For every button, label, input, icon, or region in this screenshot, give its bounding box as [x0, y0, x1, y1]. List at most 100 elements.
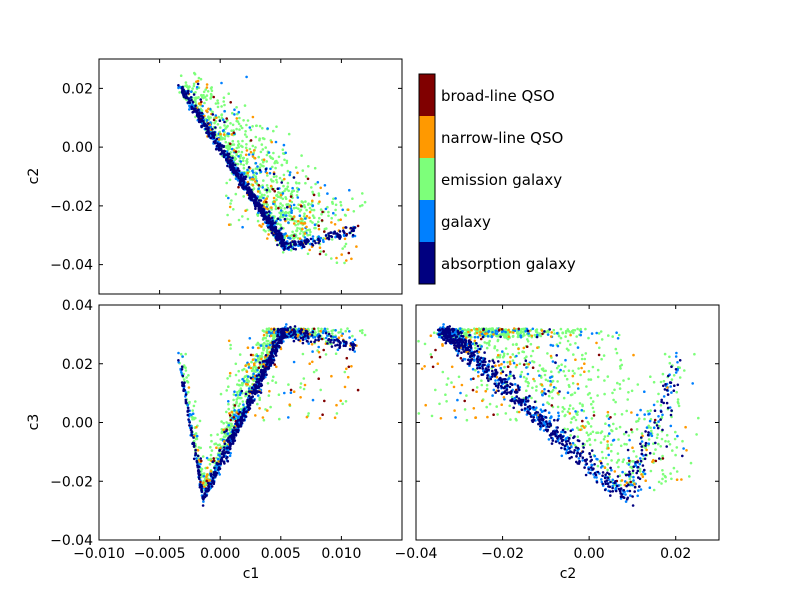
- scatter-point: [221, 150, 224, 153]
- scatter-point: [612, 398, 615, 402]
- scatter-point: [225, 158, 228, 162]
- scatter-point: [663, 352, 667, 356]
- scatter-point: [196, 449, 200, 452]
- scatter-point: [222, 96, 226, 99]
- scatter-point: [569, 434, 572, 437]
- scatter-point: [230, 199, 233, 202]
- scatter-point: [270, 140, 274, 144]
- scatter-point: [200, 488, 203, 492]
- scatter-point: [311, 360, 314, 364]
- scatter-point: [318, 355, 322, 359]
- scatter-point: [463, 328, 466, 332]
- scatter-point: [310, 343, 314, 346]
- scatter-point: [480, 379, 483, 383]
- scatter-point: [205, 456, 209, 460]
- scatter-point: [604, 422, 607, 426]
- scatter-point: [566, 410, 570, 414]
- scatter-point: [280, 163, 284, 167]
- scatter-point: [291, 186, 294, 190]
- scatter-point: [321, 210, 324, 214]
- scatter-point: [669, 472, 672, 475]
- scatter-point: [288, 205, 292, 208]
- scatter-point: [620, 413, 624, 416]
- scatter-point: [563, 407, 566, 411]
- scatter-point: [311, 350, 314, 353]
- scatter-point: [508, 404, 512, 408]
- scatter-point: [544, 378, 548, 382]
- scatter-point: [617, 333, 621, 337]
- scatter-point: [287, 132, 291, 136]
- y-tick-label: −0.04: [50, 533, 93, 549]
- scatter-point: [623, 442, 626, 446]
- scatter-point: [254, 414, 257, 417]
- scatter-point: [241, 139, 244, 143]
- scatter-point: [302, 215, 306, 218]
- scatter-point: [256, 219, 260, 223]
- scatter-point: [606, 434, 610, 438]
- scatter-point: [227, 196, 230, 200]
- scatter-point: [265, 331, 269, 334]
- scatter-point: [567, 407, 571, 411]
- scatter-point: [587, 378, 590, 381]
- scatter-point: [262, 333, 266, 337]
- scatter-point: [225, 429, 228, 433]
- scatter-point: [183, 381, 186, 385]
- scatter-point: [212, 95, 215, 99]
- scatter-point: [199, 446, 202, 450]
- scatter-point: [318, 252, 322, 256]
- scatter-point: [561, 331, 564, 335]
- scatter-point: [283, 189, 286, 193]
- scatter-point: [670, 378, 674, 381]
- scatter-point: [324, 253, 328, 256]
- scatter-point: [266, 362, 269, 366]
- scatter-point: [221, 137, 225, 140]
- scatter-point: [246, 383, 249, 386]
- scatter-point: [211, 460, 215, 464]
- scatter-point: [225, 181, 228, 185]
- scatter-point: [228, 447, 232, 451]
- scatter-point: [207, 482, 211, 486]
- scatter-point: [262, 158, 266, 161]
- scatter-point: [317, 345, 321, 349]
- scatter-point: [314, 331, 317, 334]
- scatter-point: [635, 428, 639, 431]
- scatter-point: [223, 153, 226, 157]
- scatter-point: [282, 213, 285, 217]
- scatter-point: [250, 360, 253, 364]
- scatter-point: [574, 342, 577, 345]
- scatter-point: [311, 221, 314, 224]
- scatter-point: [304, 217, 307, 220]
- scatter-point: [190, 413, 193, 417]
- scatter-point: [560, 454, 564, 458]
- scatter-point: [219, 135, 222, 139]
- scatter-point: [197, 473, 201, 477]
- scatter-point: [227, 159, 230, 163]
- scatter-point: [181, 374, 185, 378]
- scatter-point: [350, 365, 353, 368]
- scatter-point: [266, 186, 270, 190]
- scatter-point: [301, 352, 305, 356]
- scatter-point: [689, 461, 693, 465]
- scatter-point: [265, 160, 269, 163]
- scatter-point: [233, 409, 236, 412]
- scatter-point: [232, 416, 236, 419]
- scatter-point: [213, 466, 216, 470]
- scatter-point: [630, 430, 634, 434]
- scatter-point: [566, 339, 570, 343]
- scatter-point: [317, 192, 321, 195]
- scatter-point: [278, 335, 281, 339]
- scatter-point: [203, 492, 206, 495]
- scatter-point: [252, 399, 256, 402]
- scatter-point: [272, 336, 276, 339]
- scatter-point: [200, 119, 203, 122]
- scatter-point: [334, 208, 337, 212]
- scatter-point: [290, 190, 294, 193]
- scatter-point: [336, 343, 339, 347]
- scatter-point: [238, 410, 242, 414]
- scatter-point: [326, 334, 329, 337]
- scatter-point: [320, 337, 324, 341]
- scatter-point: [330, 216, 334, 220]
- scatter-point: [208, 479, 212, 482]
- scatter-point: [235, 398, 238, 401]
- scatter-point: [246, 168, 249, 172]
